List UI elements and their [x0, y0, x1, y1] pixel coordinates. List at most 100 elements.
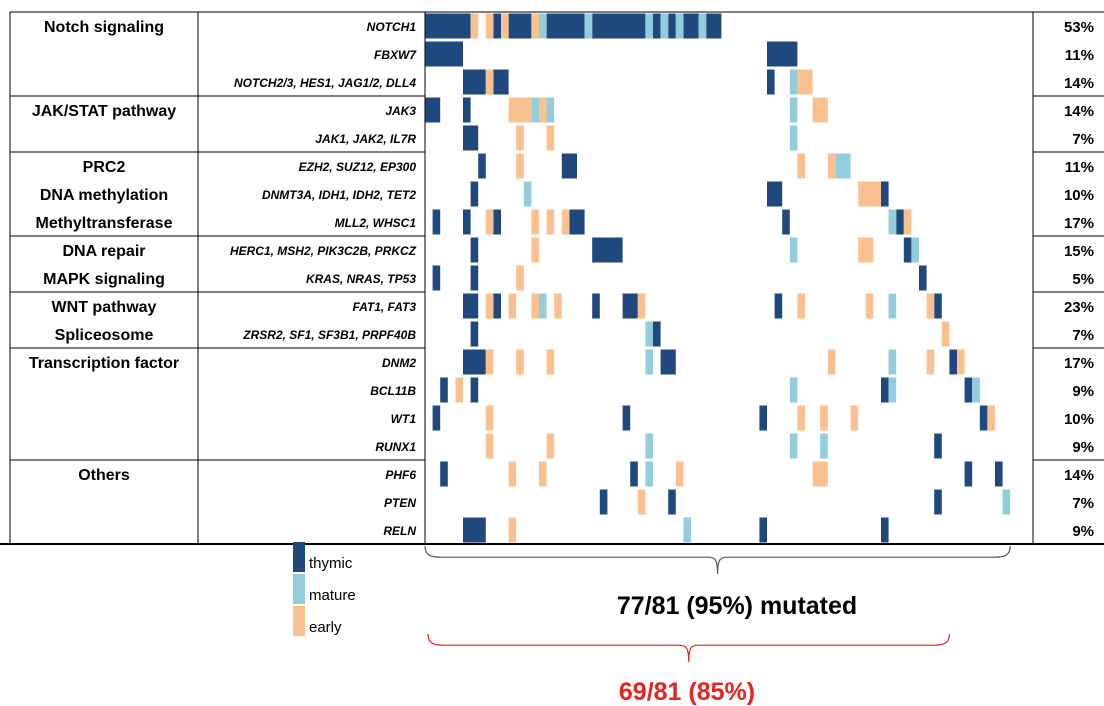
- thymic-cell: [668, 13, 676, 39]
- mature-cell: [531, 97, 539, 123]
- group-label: DNA methylation: [40, 187, 168, 204]
- mature-legend-swatch: [293, 574, 305, 604]
- early-cell: [820, 405, 828, 431]
- percent-label: 11%: [1065, 159, 1094, 176]
- mature-cell: [523, 181, 532, 207]
- thymic-cell: [569, 209, 585, 235]
- thymic-cell: [653, 13, 661, 39]
- gene-label: BCL11B: [370, 384, 416, 398]
- early-cell: [903, 209, 912, 235]
- early-cell: [539, 97, 547, 123]
- subset-brace: [427, 633, 950, 663]
- early-cell: [531, 13, 539, 39]
- mature-cell: [645, 13, 653, 39]
- percent-label: 7%: [1072, 327, 1094, 344]
- early-cell: [485, 209, 494, 235]
- early-cell: [561, 209, 570, 235]
- gene-label: NOTCH2/3, HES1, JAG1/2, DLL4: [234, 76, 416, 90]
- thymic-cell: [903, 237, 912, 263]
- gene-label: ZRSR2, SF1, SF3B1, PRPF40B: [242, 328, 416, 342]
- early-cell: [827, 153, 836, 179]
- mutated-count-label: 77/81 (95%) mutated: [617, 592, 857, 620]
- thymic-cell: [934, 489, 942, 515]
- mature-cell: [789, 69, 798, 95]
- thymic-cell: [767, 181, 783, 207]
- early-cell: [516, 265, 524, 291]
- gene-label: WT1: [391, 412, 417, 426]
- thymic-cell: [653, 321, 661, 347]
- thymic-cell: [630, 461, 638, 487]
- early-cell: [485, 349, 494, 375]
- gene-label: RELN: [383, 524, 416, 538]
- thymic-cell: [949, 349, 957, 375]
- group-label: Methyltransferase: [36, 215, 173, 232]
- group-label: JAK/STAT pathway: [32, 103, 176, 120]
- percent-label: 9%: [1072, 523, 1094, 540]
- mature-cell: [698, 13, 707, 39]
- group-label: Others: [78, 467, 130, 484]
- mature-cell: [888, 293, 897, 319]
- early-cell: [485, 69, 494, 95]
- thymic-cell: [546, 13, 585, 39]
- thymic-cell: [622, 405, 631, 431]
- mature-cell: [645, 321, 653, 347]
- row-labels: Notch signaling JAK/STAT pathway PRC2 DNA m…: [29, 19, 1094, 540]
- thymic-cell: [478, 153, 486, 179]
- legend-label: early: [309, 619, 342, 636]
- thymic-cell: [425, 97, 441, 123]
- early-cell: [858, 237, 874, 263]
- mature-cell: [539, 293, 547, 319]
- mature-cell: [911, 237, 919, 263]
- early-cell: [926, 349, 935, 375]
- mature-cell: [675, 13, 684, 39]
- mature-cell: [645, 461, 653, 487]
- group-label: MAPK signaling: [43, 271, 165, 288]
- percent-label: 10%: [1064, 411, 1094, 428]
- early-cell: [858, 181, 881, 207]
- early-cell: [501, 13, 509, 39]
- early-cell: [485, 293, 494, 319]
- mature-cell: [835, 153, 851, 179]
- early-cell: [455, 377, 463, 403]
- percent-label: 7%: [1072, 495, 1094, 512]
- early-cell: [637, 489, 646, 515]
- thymic-cell: [683, 13, 699, 39]
- group-label: WNT pathway: [52, 299, 157, 316]
- percent-label: 10%: [1064, 187, 1094, 204]
- thymic-cell: [432, 209, 441, 235]
- early-cell: [508, 461, 517, 487]
- gene-label: RUNX1: [375, 440, 416, 454]
- thymic-cell: [440, 377, 448, 403]
- early-cell: [470, 13, 479, 39]
- early-cell: [797, 405, 805, 431]
- thymic-cell: [767, 41, 798, 67]
- thymic-cell: [493, 13, 501, 39]
- group-label: PRC2: [83, 159, 126, 176]
- thymic-cell: [767, 69, 775, 95]
- thymic-cell: [599, 489, 608, 515]
- percent-label: 9%: [1072, 439, 1094, 456]
- early-cell: [531, 293, 539, 319]
- thymic-cell: [425, 41, 463, 67]
- gene-label: FAT1, FAT3: [352, 300, 416, 314]
- thymic-cell: [881, 517, 889, 543]
- thymic-cell: [759, 517, 767, 543]
- early-cell: [516, 349, 524, 375]
- legend: thymic mature early: [293, 542, 356, 636]
- mature-cell: [789, 433, 798, 459]
- thymic-cell: [463, 517, 486, 543]
- gene-label: JAK3: [385, 104, 416, 118]
- thymic-cell: [782, 209, 790, 235]
- early-cell: [941, 321, 950, 347]
- early-cell: [546, 433, 555, 459]
- thymic-cell: [592, 237, 623, 263]
- mature-cell: [888, 377, 897, 403]
- table-grid: [0, 11, 1104, 545]
- percent-label: 9%: [1072, 383, 1094, 400]
- percent-label: 53%: [1064, 19, 1094, 36]
- early-cell: [987, 405, 995, 431]
- thymic-cell: [463, 293, 479, 319]
- thymic-cell: [470, 265, 479, 291]
- early-legend-swatch: [293, 606, 305, 636]
- percent-label: 17%: [1064, 355, 1094, 372]
